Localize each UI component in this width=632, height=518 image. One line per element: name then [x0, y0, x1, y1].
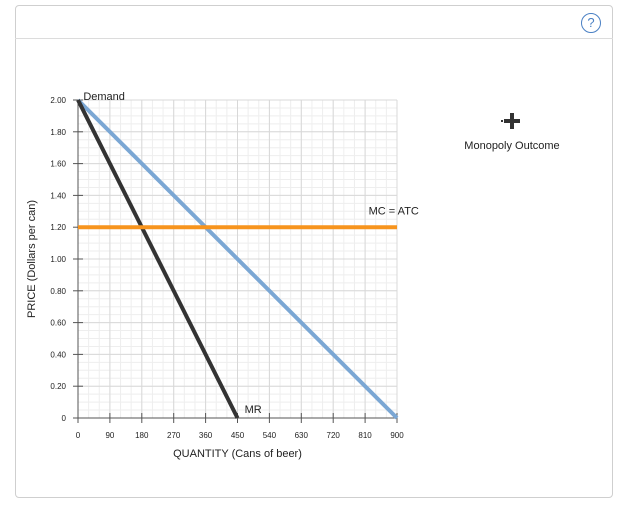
y-axis-ticks: 0 0.20 0.40 0.60 0.80 1.00 1.20 1.40 1.60 1.80 2.0… — [50, 96, 83, 423]
x-tick-label: 720 — [327, 431, 341, 440]
x-tick-label: 900 — [390, 431, 404, 440]
mc-atc-label: MC = ATC — [369, 205, 419, 217]
x-tick-label: 90 — [105, 431, 114, 440]
y-tick-label: 1.80 — [50, 128, 66, 137]
y-tick-label: 0.80 — [50, 287, 66, 296]
y-tick-label: 0.20 — [50, 382, 66, 391]
y-tick-label: 0 — [62, 414, 67, 423]
x-tick-label: 450 — [231, 431, 245, 440]
x-tick-label: 180 — [135, 431, 149, 440]
demand-curve[interactable] — [76, 98, 399, 420]
y-axis-title: PRICE (Dollars per can) — [26, 200, 38, 318]
crosshair-plus-icon[interactable] — [501, 110, 523, 132]
y-tick-label: 1.60 — [50, 160, 66, 169]
y-tick-label: 1.40 — [50, 191, 66, 200]
y-tick-label: 0.60 — [50, 319, 66, 328]
y-tick-label: 1.00 — [50, 255, 66, 264]
y-tick-label: 0.40 — [50, 350, 66, 359]
panel-divider — [15, 38, 613, 39]
x-tick-label: 0 — [76, 431, 81, 440]
x-axis-ticks: 0 90 180 270 360 450 540 630 720 810 900 — [76, 413, 404, 440]
tool-palette: Monopoly Outcome — [452, 110, 572, 152]
help-button[interactable]: ? — [581, 13, 601, 33]
y-tick-label: 1.20 — [50, 223, 66, 232]
series-lines[interactable] — [76, 98, 399, 420]
series-labels: Demand MR MC = ATC — [83, 91, 419, 416]
x-tick-label: 810 — [358, 431, 372, 440]
mr-curve[interactable] — [76, 99, 240, 419]
tool-label-monopoly-outcome[interactable]: Monopoly Outcome — [464, 140, 560, 152]
mr-label: MR — [245, 404, 262, 416]
x-tick-label: 540 — [263, 431, 277, 440]
x-axis-title: QUANTITY (Cans of beer) — [173, 448, 302, 460]
x-tick-label: 270 — [167, 431, 181, 440]
demand-label: Demand — [83, 91, 125, 103]
y-tick-label: 2.00 — [50, 96, 66, 105]
x-tick-label: 630 — [295, 431, 309, 440]
x-tick-label: 360 — [199, 431, 213, 440]
